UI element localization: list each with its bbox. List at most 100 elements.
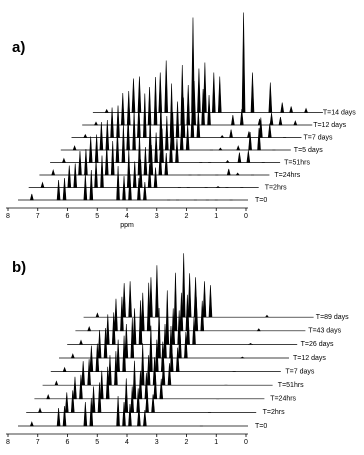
peak [105,366,110,400]
trace-label: T=7 days [304,134,333,141]
peak [56,179,61,201]
peak [289,106,294,113]
peak [143,181,147,201]
peak [89,345,94,372]
peak [64,392,69,413]
peak [246,150,251,163]
peak [186,84,191,126]
peak [170,111,175,151]
peak [181,253,186,318]
peak [89,397,94,427]
peak [149,325,153,372]
peak [120,92,125,126]
peak [235,172,240,176]
peak [130,386,135,413]
peak [194,296,199,332]
peak [248,343,254,345]
peak [146,355,151,386]
peak [187,273,192,318]
peak [239,108,244,126]
peak [46,393,51,400]
peak [142,93,147,138]
x-tick-label: 6 [66,213,70,220]
trace-label: T=7 days [285,368,314,375]
peak [179,292,184,332]
peak [169,134,173,163]
peak [171,308,176,345]
peak [161,359,166,386]
peak [203,62,207,113]
trace-label: T=89 days [316,314,349,321]
peak [116,105,120,138]
trace-label: T=51hrs [278,382,304,389]
peak [153,76,158,126]
peak [103,327,108,359]
peak [184,331,188,359]
peak [173,272,178,332]
peak [159,378,164,400]
peak [87,325,92,332]
peak [268,82,273,113]
peak [84,148,88,176]
x-tick-label: 6 [66,439,70,446]
trace-label: T=12 days [313,122,346,129]
peak [97,382,102,413]
peak [201,88,205,126]
peak [211,72,216,113]
x-tick-label: 3 [155,213,159,220]
x-tick-label: 2 [185,439,189,446]
peak [104,108,109,113]
peak [122,283,126,318]
peak [87,359,91,386]
peak [143,146,148,176]
peak [105,119,110,151]
peak [160,128,164,163]
peak [202,281,207,318]
x-axis-label: ppm [120,222,134,229]
x-tick-label: 4 [125,213,129,220]
peak [126,115,130,151]
peak [132,360,137,400]
x-tick-label: 8 [6,439,10,446]
peak [137,101,141,138]
peak [163,323,167,359]
x-tick-label: 0 [244,439,248,446]
peak [104,144,109,176]
peak [153,167,158,188]
peak [165,290,170,345]
x-tick-label: 1 [214,213,218,220]
peak [111,312,116,345]
peak [116,165,120,201]
peak [128,281,132,318]
peak [110,107,114,138]
peak [79,374,83,400]
peak [95,343,100,372]
peak [186,312,190,345]
peak [259,117,263,138]
peak [220,135,225,138]
peak [143,409,147,427]
peak [94,159,98,188]
peak [147,86,152,126]
peak [81,361,85,386]
peak [155,339,159,372]
peak [140,292,145,332]
peak [83,401,88,427]
peak [83,133,88,138]
peak [207,94,211,126]
peak [196,109,201,138]
peak [231,114,235,126]
trace-label: T=43 days [308,328,341,335]
peak [99,121,104,151]
peak [280,102,285,113]
peak [114,298,118,332]
peak [137,405,141,427]
x-tick-label: 2 [185,213,189,220]
peak [94,134,99,163]
x-tick-label: 7 [36,213,40,220]
peak [114,351,118,386]
peak [154,132,158,163]
peak [62,366,67,372]
peak [192,80,196,126]
x-tick-label: 5 [95,439,99,446]
